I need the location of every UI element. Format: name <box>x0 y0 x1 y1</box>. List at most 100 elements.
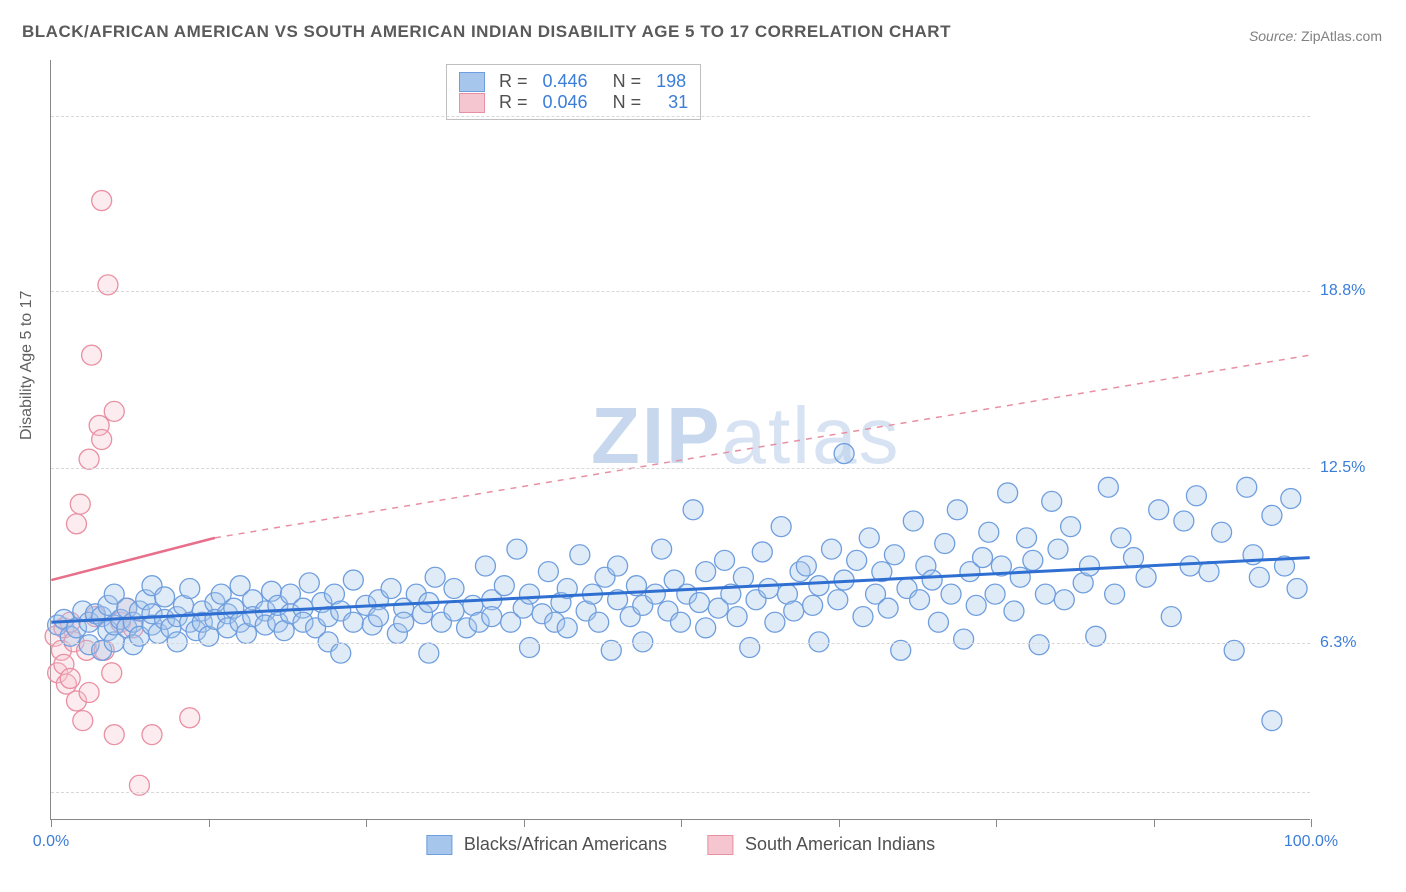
data-point <box>1237 477 1257 497</box>
data-point <box>847 550 867 570</box>
data-point <box>947 500 967 520</box>
gridline <box>51 468 1310 469</box>
data-point <box>589 612 609 632</box>
data-point <box>979 522 999 542</box>
data-point <box>343 570 363 590</box>
gridline <box>51 291 1310 292</box>
legend-n-label-1: N = <box>598 71 647 92</box>
trend-line-extrapolated <box>215 355 1310 538</box>
data-point <box>570 545 590 565</box>
data-point <box>1281 489 1301 509</box>
legend-item-2-label: South American Indians <box>745 834 935 855</box>
data-point <box>1287 579 1307 599</box>
data-point <box>696 562 716 582</box>
data-point <box>859 528 879 548</box>
data-point <box>1136 567 1156 587</box>
data-point <box>759 579 779 599</box>
data-point <box>482 607 502 627</box>
data-point <box>180 579 200 599</box>
data-point <box>1111 528 1131 548</box>
data-point <box>652 539 672 559</box>
data-point <box>834 444 854 464</box>
data-point <box>1249 567 1269 587</box>
x-tick <box>209 819 210 827</box>
data-point <box>1174 511 1194 531</box>
data-point <box>92 430 112 450</box>
data-point <box>998 483 1018 503</box>
legend-swatch-pink <box>459 93 485 113</box>
data-point <box>98 275 118 295</box>
data-point <box>809 576 829 596</box>
legend-item-2-swatch <box>707 835 733 855</box>
data-point <box>1079 556 1099 576</box>
data-point <box>1212 522 1232 542</box>
x-tick <box>1311 819 1312 827</box>
data-point <box>507 539 527 559</box>
source-label: Source: <box>1249 28 1301 44</box>
source-value: ZipAtlas.com <box>1301 28 1382 44</box>
data-point <box>683 500 703 520</box>
data-point <box>1262 505 1282 525</box>
data-point <box>941 584 961 604</box>
data-point <box>70 494 90 514</box>
data-point <box>922 570 942 590</box>
data-point <box>60 668 80 688</box>
legend-item-1: Blacks/African Americans <box>426 834 667 855</box>
data-point <box>67 514 87 534</box>
x-tick <box>51 819 52 827</box>
data-point <box>822 539 842 559</box>
data-point <box>796 556 816 576</box>
legend-n-value-1: 198 <box>656 71 686 92</box>
data-point <box>419 643 439 663</box>
data-point <box>1035 584 1055 604</box>
x-tick <box>681 819 682 827</box>
data-point <box>1004 601 1024 621</box>
data-point <box>966 595 986 615</box>
data-point <box>381 579 401 599</box>
data-point <box>104 725 124 745</box>
data-point <box>1029 635 1049 655</box>
data-point <box>910 590 930 610</box>
x-tick <box>366 819 367 827</box>
x-tick-label: 0.0% <box>33 833 69 851</box>
data-point <box>973 548 993 568</box>
data-point <box>1180 556 1200 576</box>
data-point <box>784 601 804 621</box>
data-point <box>155 587 175 607</box>
x-tick-label: 100.0% <box>1284 833 1338 851</box>
legend-r-value-1: 0.446 <box>543 71 588 92</box>
data-point <box>1010 567 1030 587</box>
data-point <box>520 638 540 658</box>
chart-svg <box>51 60 1310 819</box>
gridline <box>51 116 1310 117</box>
legend-n-value-2: 31 <box>656 92 688 113</box>
plot-area: ZIPatlas R = 0.446 N = 198 R = 0.046 N =… <box>50 60 1310 820</box>
data-point <box>954 629 974 649</box>
data-point <box>1048 539 1068 559</box>
legend-item-1-swatch <box>426 835 452 855</box>
data-point <box>1017 528 1037 548</box>
legend-item-1-label: Blacks/African Americans <box>464 834 667 855</box>
data-point <box>608 556 628 576</box>
trend-line <box>51 538 215 580</box>
data-point <box>884 545 904 565</box>
data-point <box>771 517 791 537</box>
data-point <box>1098 477 1118 497</box>
gridline <box>51 792 1310 793</box>
data-point <box>331 643 351 663</box>
data-point <box>671 612 691 632</box>
data-point <box>538 562 558 582</box>
data-point <box>1061 517 1081 537</box>
data-point <box>696 618 716 638</box>
data-point <box>985 584 1005 604</box>
data-point <box>102 663 122 683</box>
y-axis-label: Disability Age 5 to 17 <box>18 291 36 440</box>
data-point <box>1124 548 1144 568</box>
data-point <box>765 612 785 632</box>
gridline <box>51 643 1310 644</box>
data-point <box>740 638 760 658</box>
y-tick-label: 18.8% <box>1320 282 1380 300</box>
data-point <box>1054 590 1074 610</box>
data-point <box>343 612 363 632</box>
correlation-legend: R = 0.446 N = 198 R = 0.046 N = 31 <box>446 64 701 120</box>
